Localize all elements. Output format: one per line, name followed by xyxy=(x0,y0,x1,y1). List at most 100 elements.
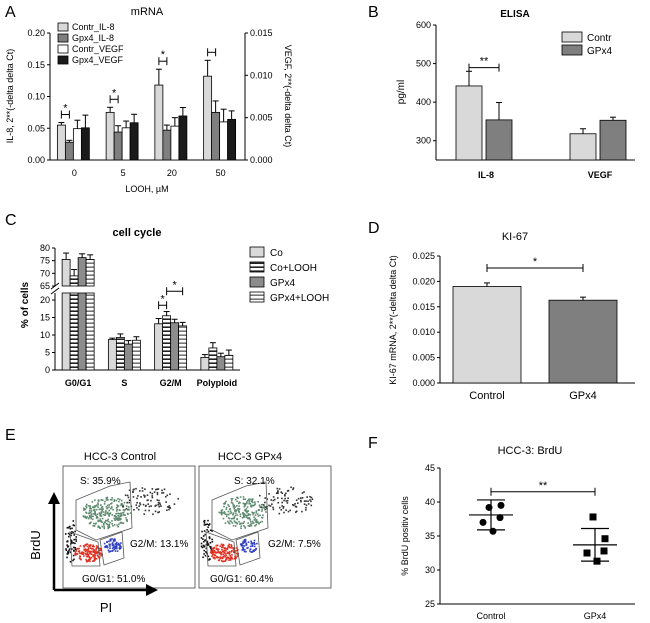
pi-arrow-head xyxy=(146,584,158,596)
y2-tick-label: 0.005 xyxy=(250,113,273,123)
flow-dots-sub-g1 xyxy=(73,546,75,549)
flow-dots-g0g1 xyxy=(229,555,232,557)
flow-dots-g0g1 xyxy=(93,556,96,558)
flow-dots-g2m xyxy=(112,546,115,549)
flow-dots-debris xyxy=(270,499,273,501)
flow-dots-s-phase xyxy=(127,506,130,508)
flow-dots-debris xyxy=(139,502,141,504)
flow-dots-debris xyxy=(155,488,157,491)
flow-dots-g2m xyxy=(112,539,115,541)
legend-label: Gpx4_IL-8 xyxy=(72,33,114,43)
gate-label-s-control: S: 35.9% xyxy=(80,476,121,487)
bar-upper xyxy=(69,275,79,287)
flow-dots-s-phase xyxy=(119,514,122,517)
flow-dots-g0g1 xyxy=(92,551,95,553)
flow-dots-s-phase xyxy=(261,503,264,506)
flow-dots-debris xyxy=(150,499,152,502)
flow-dots-g0g1 xyxy=(82,551,85,554)
flow-dots-s-phase xyxy=(115,512,117,515)
significance-bracket-label: ** xyxy=(539,480,548,492)
flow-dots-s-phase xyxy=(123,514,126,516)
flow-dots-debris xyxy=(153,491,156,493)
flow-dots-g0g1 xyxy=(217,559,220,562)
flow-dots-g0g1 xyxy=(82,545,85,547)
flow-dots-g2m xyxy=(253,550,255,552)
gate-label-g0g1-gpx4: G0/G1: 60.4% xyxy=(210,574,273,585)
flow-dots-s-phase xyxy=(252,501,254,504)
flow-dots-s-phase xyxy=(246,511,248,514)
significance-bracket-label: * xyxy=(172,279,177,291)
flow-dots-s-phase xyxy=(106,523,109,526)
flow-dots-s-phase xyxy=(94,499,96,501)
flow-dots-debris xyxy=(154,510,157,513)
flow-dots-debris xyxy=(287,497,289,500)
flow-dots-g2m xyxy=(107,549,110,552)
flow-dots-sub-g1 xyxy=(75,536,78,538)
flow-dots-g0g1 xyxy=(215,544,217,547)
flow-dots-g0g1 xyxy=(210,549,213,552)
flow-dots-s-phase xyxy=(125,517,127,519)
flow-dots-debris xyxy=(276,487,279,490)
flow-dots-sub-g1 xyxy=(67,552,69,555)
y-tick-label: 70 xyxy=(40,268,50,278)
y-tick-label: 0.05 xyxy=(27,123,45,133)
flow-dots-g0g1 xyxy=(89,550,92,553)
flow-dots-debris xyxy=(268,493,270,495)
flow-dots-g0g1 xyxy=(226,547,229,549)
flow-dots-debris xyxy=(306,496,308,498)
y-tick-label: 30 xyxy=(425,565,435,575)
flow-dots-g0g1 xyxy=(93,549,95,551)
flow-dots-g2m xyxy=(244,548,246,551)
flow-dots-s-phase xyxy=(99,513,102,516)
flow-dots-sub-g1 xyxy=(68,550,70,552)
flow-dots-s-phase xyxy=(104,519,107,522)
flow-dots-s-phase xyxy=(248,525,251,528)
flow-dots-sub-g1 xyxy=(208,536,211,538)
flow-dots-g0g1 xyxy=(87,549,90,551)
flow-dots-g2m xyxy=(114,546,117,548)
flow-dots-s-phase xyxy=(105,510,107,512)
flow-dots-s-phase xyxy=(120,504,122,507)
flow-dots-g2m xyxy=(254,543,256,545)
flow-dots-s-phase xyxy=(97,502,99,504)
bar-lower xyxy=(85,292,95,371)
legend-swatch xyxy=(561,44,583,56)
flow-dots-s-phase xyxy=(245,502,247,505)
x-tick-label: G2/M xyxy=(160,378,182,388)
flow-dots-debris xyxy=(159,503,161,506)
flow-dots-s-phase xyxy=(251,498,254,500)
flow-dots-s-phase xyxy=(84,515,86,518)
flow-dots-debris xyxy=(128,501,131,504)
flow-dots-s-phase xyxy=(235,510,237,513)
flow-dots-g0g1 xyxy=(222,546,224,548)
bar xyxy=(115,337,125,371)
flow-dots-g0g1 xyxy=(99,552,102,554)
flow-dots-s-phase xyxy=(230,520,233,523)
flow-dots-g0g1 xyxy=(224,548,227,550)
flow-dots-debris xyxy=(264,501,266,504)
flow-dots-s-phase xyxy=(246,502,248,505)
y-tick-label: 0.025 xyxy=(412,251,435,261)
flow-dots-debris xyxy=(157,503,159,506)
flow-dots-sub-g1 xyxy=(209,542,212,544)
flow-dots-g0g1 xyxy=(82,553,85,555)
bar xyxy=(131,339,141,371)
bar xyxy=(227,118,237,161)
flow-dots-s-phase xyxy=(99,520,101,522)
flow-dots-s-phase xyxy=(248,499,251,501)
y-tick-label: 300 xyxy=(416,136,431,146)
x-tick-label: 0 xyxy=(72,168,77,178)
flow-dots-s-phase xyxy=(94,513,96,516)
flow-dots-s-phase xyxy=(106,519,108,522)
flow-dots-s-phase xyxy=(100,504,102,506)
flow-dots-s-phase xyxy=(88,512,91,514)
flow-dots-g2m xyxy=(118,544,121,546)
significance-bracket-label: * xyxy=(161,49,166,61)
flow-dots-s-phase xyxy=(250,504,253,507)
flow-dots-g0g1 xyxy=(226,556,229,559)
flow-dots-g0g1 xyxy=(93,553,96,556)
flow-dots-debris xyxy=(146,499,149,502)
flow-dots-s-phase xyxy=(104,514,106,516)
bar xyxy=(455,85,483,161)
flow-dots-s-phase xyxy=(89,516,91,518)
